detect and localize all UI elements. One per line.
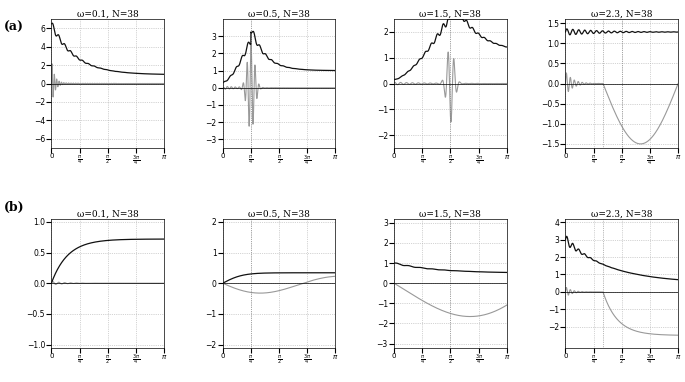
Title: ω=0.5, N=38: ω=0.5, N=38 <box>248 10 310 19</box>
Title: ω=0.1, N=38: ω=0.1, N=38 <box>77 10 138 19</box>
Title: ω=2.3, N=38: ω=2.3, N=38 <box>591 10 653 19</box>
Title: ω=0.1, N=38: ω=0.1, N=38 <box>77 210 138 219</box>
Title: ω=0.5, N=38: ω=0.5, N=38 <box>248 210 310 219</box>
Text: (a): (a) <box>3 21 23 34</box>
Text: (b): (b) <box>3 201 24 214</box>
Title: ω=1.5, N=38: ω=1.5, N=38 <box>419 210 482 219</box>
Title: ω=2.3, N=38: ω=2.3, N=38 <box>591 210 653 219</box>
Title: ω=1.5, N=38: ω=1.5, N=38 <box>419 10 482 19</box>
